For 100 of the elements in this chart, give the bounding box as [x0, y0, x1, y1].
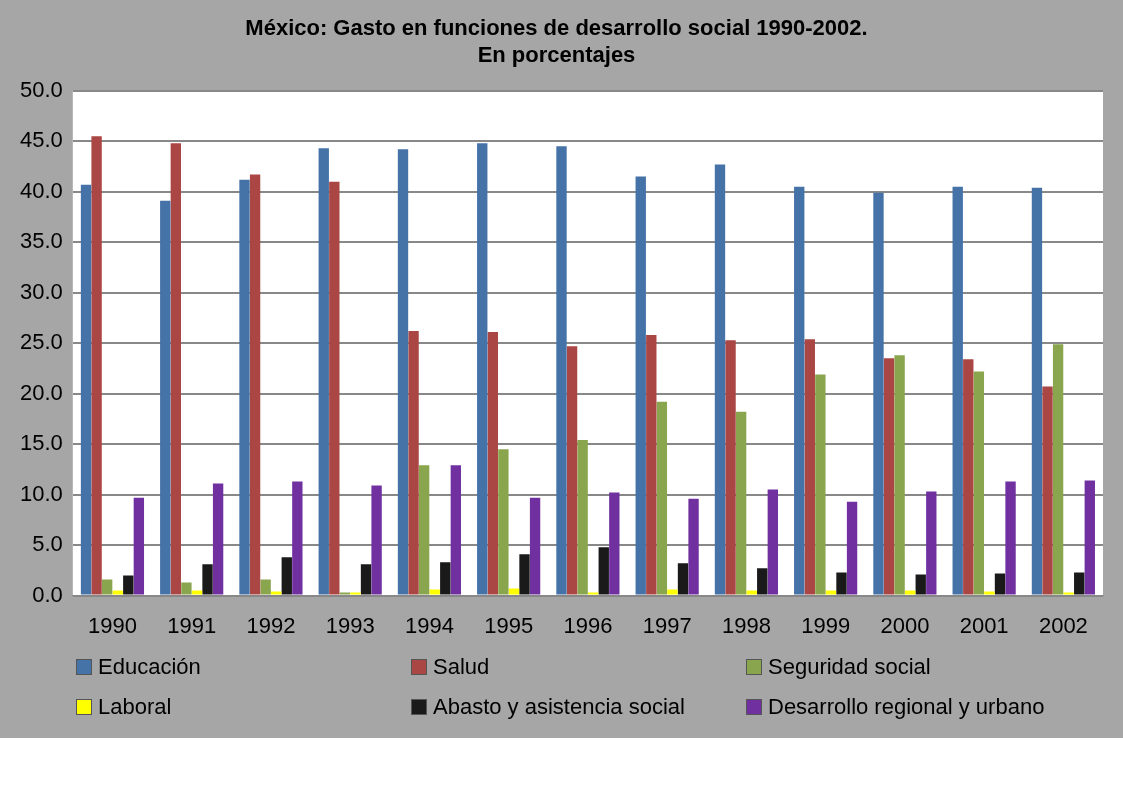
bar: [350, 592, 361, 595]
x-tick-label: 1996: [563, 612, 613, 638]
bar: [1031, 187, 1043, 595]
bar: [408, 331, 419, 595]
bar: [1005, 481, 1016, 595]
bar: [825, 590, 837, 595]
bar: [329, 181, 340, 595]
bar: [994, 573, 1006, 595]
bar: [271, 591, 282, 595]
bar: [757, 568, 768, 595]
bar: [746, 590, 757, 595]
bar: [646, 335, 657, 595]
bar: [598, 547, 609, 595]
x-tick-label: 1992: [246, 612, 296, 638]
bar: [318, 148, 329, 595]
x-tick-label: 1998: [721, 612, 771, 638]
x-tick-label: 1990: [87, 612, 137, 638]
bar: [123, 575, 134, 595]
bar: [588, 592, 599, 595]
bar: [577, 440, 588, 595]
bar: [714, 164, 726, 595]
bar: [371, 485, 382, 595]
bar: [508, 588, 520, 595]
x-tick-label: 1991: [167, 612, 217, 638]
bar: [477, 143, 488, 595]
legend-label: Seguridad social: [768, 654, 931, 680]
bar: [112, 590, 123, 595]
x-tick-label: 2000: [880, 612, 930, 638]
y-tick-label: 20.0: [19, 379, 63, 405]
bar: [339, 592, 351, 595]
y-tick-label: 10.0: [19, 480, 63, 506]
bar: [418, 465, 430, 595]
bar: [1063, 592, 1074, 595]
bar: [1074, 572, 1085, 595]
y-tick-label: 30.0: [19, 278, 63, 304]
bar: [292, 481, 303, 595]
bar: [556, 146, 567, 595]
x-tick-label: 1995: [484, 612, 534, 638]
legend-label: Educación: [98, 654, 201, 680]
bar: [836, 572, 847, 595]
bar: [873, 192, 884, 595]
bar: [239, 179, 250, 595]
bar: [450, 465, 462, 595]
legend-label: Laboral: [98, 694, 172, 720]
bar: [429, 589, 440, 595]
bar: [952, 186, 963, 595]
bar: [635, 176, 646, 595]
bar: [212, 483, 224, 595]
bar: [519, 554, 530, 595]
bar: [963, 359, 974, 595]
bar: [440, 562, 451, 595]
bar: [202, 564, 213, 595]
x-tick-label: 2001: [959, 612, 1009, 638]
bar: [794, 186, 805, 595]
bar: [883, 358, 895, 595]
bar: [1084, 480, 1095, 595]
bar: [281, 557, 292, 595]
bar: [101, 579, 113, 595]
bar: [667, 589, 678, 595]
bar: [360, 564, 372, 595]
bar: [677, 563, 689, 595]
chart-title: México: Gasto en funciones de desarrollo social 1990-2002. En porcentajes: [245, 15, 868, 67]
y-tick-label: 25.0: [19, 329, 63, 355]
bar: [91, 136, 102, 595]
x-tick-label: 1997: [642, 612, 692, 638]
bar: [260, 579, 271, 595]
bar: [1042, 386, 1053, 595]
bar: [735, 411, 747, 595]
y-tick-label: 5.0: [32, 531, 63, 557]
x-tick-label: 2002: [1038, 612, 1088, 638]
y-tick-label: 45.0: [19, 127, 63, 153]
y-tick-label: 35.0: [19, 228, 63, 254]
bar: [133, 497, 145, 595]
bar: [846, 501, 858, 595]
bar: [915, 574, 926, 595]
x-tick-label: 1999: [801, 612, 851, 638]
bar: [904, 590, 916, 595]
bar: [609, 492, 620, 595]
legend-label: Abasto y asistencia social: [433, 694, 685, 720]
bar: [397, 149, 409, 595]
x-tick-label: 1994: [404, 612, 454, 638]
bar: [688, 498, 699, 595]
bar: [767, 489, 778, 595]
bar: [160, 200, 171, 595]
bar: [926, 491, 937, 595]
bar: [80, 184, 92, 595]
legend-label: Salud: [433, 654, 490, 680]
bar: [529, 497, 541, 595]
bar: [1052, 344, 1064, 595]
bar: [181, 582, 192, 595]
bar: [894, 355, 905, 595]
bar: [815, 374, 826, 595]
bar: [191, 590, 203, 595]
bar: [725, 340, 736, 595]
y-tick-label: 50.0: [19, 76, 63, 102]
bar: [566, 346, 578, 595]
bar: [498, 449, 509, 595]
legend-label: Desarrollo regional y urbano: [768, 694, 1045, 720]
bar: [170, 143, 182, 595]
y-tick-label: 15.0: [19, 430, 63, 456]
